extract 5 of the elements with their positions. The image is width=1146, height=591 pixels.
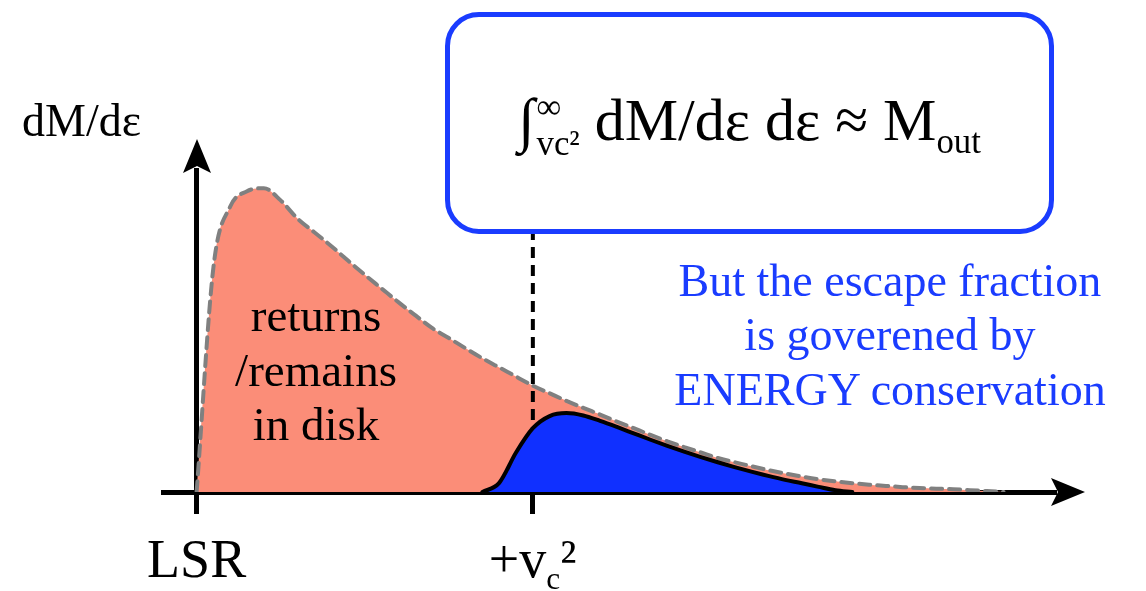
x-tick-label: LSR [147,529,247,590]
annotation: returns /remains in disk [235,289,397,451]
x-tick-label: +v$_{c}$² [488,529,577,591]
annotation: But the escape fraction is goverened by ENERGY conservation [674,255,1106,415]
y-axis-title: dM/dε [22,95,141,147]
